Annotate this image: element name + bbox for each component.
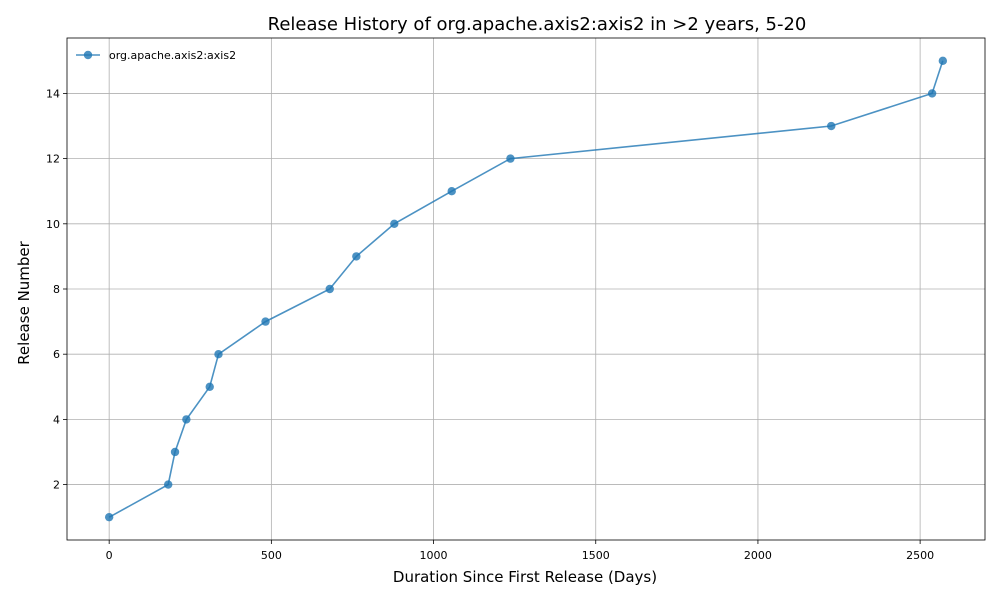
data-point — [104, 512, 114, 522]
data-point — [447, 187, 456, 196]
x-axis-label: Duration Since First Release (Days) — [393, 568, 657, 586]
data-point — [827, 121, 836, 131]
data-point — [506, 154, 515, 163]
x-tick-label: 2000 — [744, 549, 772, 562]
data-point — [205, 382, 214, 391]
x-tick-label: 1000 — [420, 549, 448, 562]
y-axis-ticks: 2 4 6 8 10 12 14 — [46, 87, 67, 492]
y-tick-label: 12 — [46, 153, 60, 166]
legend-entry-label: org.apache.axis2:axis2 — [109, 49, 236, 62]
x-tick-label: 2500 — [906, 549, 934, 562]
data-point — [352, 252, 361, 261]
data-point — [261, 317, 270, 326]
data-point — [182, 415, 191, 424]
series-layer — [104, 56, 948, 522]
y-tick-label: 6 — [53, 348, 60, 361]
x-axis-ticks: 0 500 1000 1500 2000 2500 — [106, 540, 934, 562]
y-tick-label: 8 — [53, 283, 60, 296]
data-point — [164, 480, 173, 489]
data-point — [938, 56, 948, 66]
x-tick-label: 1500 — [582, 549, 610, 562]
y-tick-label: 10 — [46, 218, 60, 231]
data-point — [390, 219, 399, 229]
chart-title: Release History of org.apache.axis2:axis… — [268, 14, 807, 35]
x-tick-label: 500 — [261, 549, 282, 562]
legend-marker-swatch — [83, 50, 93, 60]
grid-lines — [67, 38, 985, 540]
y-tick-label: 4 — [53, 413, 60, 426]
y-tick-label: 2 — [53, 479, 60, 492]
data-point — [927, 89, 937, 98]
y-tick-label: 14 — [46, 87, 60, 100]
data-point — [214, 349, 223, 359]
data-point — [170, 447, 180, 457]
data-point — [325, 284, 334, 294]
legend: org.apache.axis2:axis2 — [76, 49, 236, 62]
y-axis-label: Release Number — [15, 240, 33, 364]
x-tick-label: 0 — [106, 549, 113, 562]
